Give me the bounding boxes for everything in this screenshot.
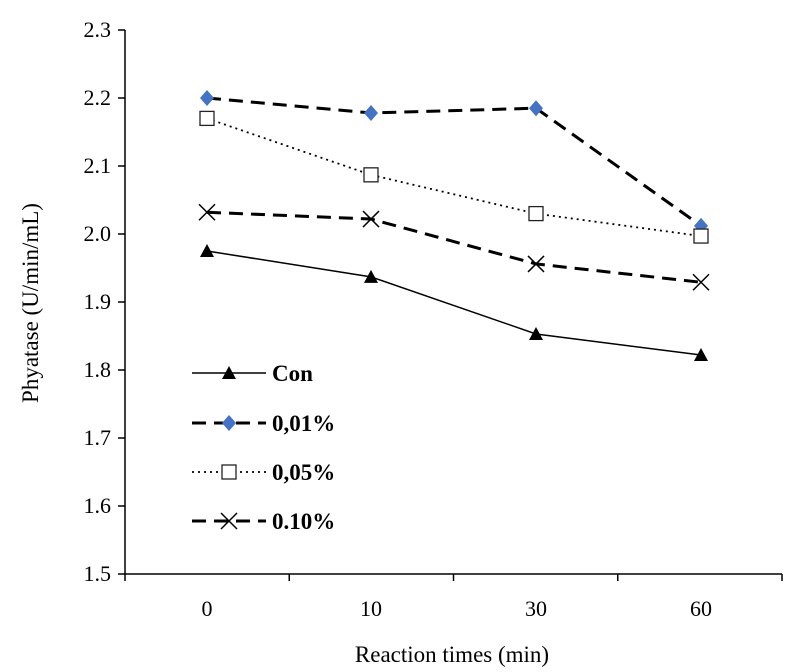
legend-item: 0,05% xyxy=(192,460,335,485)
data-point xyxy=(363,167,379,183)
legend-item: 0,01% xyxy=(192,411,335,436)
x-tick-label: 30 xyxy=(525,596,547,621)
y-tick-label: 2.1 xyxy=(84,153,112,178)
x-axis-label: Reaction times (min) xyxy=(355,642,549,667)
x-tick-label: 0 xyxy=(202,596,213,621)
data-point xyxy=(692,273,710,291)
data-point xyxy=(364,269,378,283)
data-point xyxy=(528,205,544,222)
series-layer xyxy=(198,90,710,362)
series-line xyxy=(206,96,702,228)
series-3 xyxy=(198,203,710,291)
legend-item: Con xyxy=(192,361,313,386)
series-line xyxy=(206,250,702,356)
y-tick-label: 2.2 xyxy=(84,85,112,110)
legend-label: 0,01% xyxy=(272,411,335,436)
data-point xyxy=(199,110,215,127)
legend-label: Con xyxy=(272,361,313,386)
data-point xyxy=(198,203,216,221)
data-point xyxy=(362,210,380,228)
legend-marker xyxy=(222,415,236,431)
series-line xyxy=(206,117,702,237)
data-point xyxy=(200,244,214,257)
legend-marker xyxy=(222,366,236,379)
y-tick-label: 2.0 xyxy=(84,221,112,246)
y-tick-label: 1.9 xyxy=(84,289,112,314)
data-point xyxy=(529,100,543,117)
data-point xyxy=(364,104,378,121)
x-tick-label: 10 xyxy=(360,596,382,621)
data-point xyxy=(529,326,543,340)
legend-marker xyxy=(220,512,238,530)
y-tick-label: 1.5 xyxy=(84,561,112,586)
y-axis-label: Phyatase (U/min/mL) xyxy=(18,203,43,403)
y-tick-label: 2.3 xyxy=(84,17,112,42)
x-tick-label: 60 xyxy=(690,596,712,621)
legend-label: 0,05% xyxy=(272,460,335,485)
series-1 xyxy=(200,90,708,234)
data-point xyxy=(693,228,709,244)
y-tick-label: 1.7 xyxy=(84,425,112,450)
data-point xyxy=(527,255,545,273)
legend-label: 0.10% xyxy=(272,509,335,534)
series-2 xyxy=(199,110,709,244)
series-0 xyxy=(200,244,708,362)
legend: Con 0,01% 0,05% 0.10% xyxy=(192,361,335,534)
data-point xyxy=(694,348,708,362)
legend-marker xyxy=(221,464,237,480)
data-point xyxy=(200,90,214,106)
y-tick-label: 1.6 xyxy=(84,493,112,518)
y-tick-label: 1.8 xyxy=(84,357,112,382)
legend-item: 0.10% xyxy=(192,509,335,534)
series-line xyxy=(206,210,702,284)
axes: 1.5 1.6 1.7 1.8 1.9 2.0 2.1 2.2 2.3 0 10 30 60 xyxy=(84,17,783,621)
